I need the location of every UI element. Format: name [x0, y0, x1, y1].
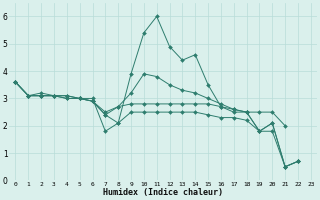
- X-axis label: Humidex (Indice chaleur): Humidex (Indice chaleur): [103, 188, 223, 197]
